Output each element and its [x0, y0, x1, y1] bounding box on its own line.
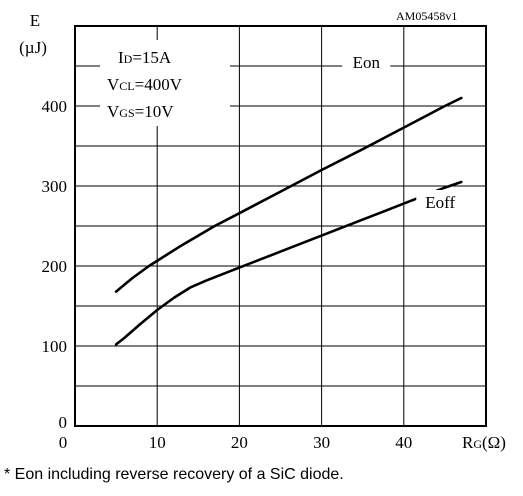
- x-tick-label: 20: [231, 433, 248, 452]
- condition-id: ID=15A: [118, 48, 172, 67]
- series-label-eoff: Eoff: [425, 193, 455, 212]
- series-label-bg: [416, 190, 465, 214]
- y-tick-label: 300: [42, 177, 68, 196]
- y-tick-label: 100: [42, 337, 68, 356]
- y-tick-label: 400: [42, 97, 68, 116]
- figure-id: AM05458v1: [396, 9, 457, 23]
- conditions-box: ID=15A VCL=400V VGS=10V: [100, 40, 230, 126]
- footnote: * Eon including reverse recovery of a Si…: [4, 466, 344, 483]
- x-tick-label: 30: [313, 433, 330, 452]
- y-axis-title-line2: (µJ): [19, 38, 47, 57]
- y-tick-label: 0: [59, 413, 68, 432]
- series-label-eon: Eon: [353, 53, 381, 72]
- condition-vgs: VGS=10V: [107, 102, 174, 121]
- plot-frame: [74, 25, 487, 427]
- y-tick-label: 200: [42, 257, 68, 276]
- condition-vcl: VCL=400V: [107, 75, 183, 94]
- x-tick-label: 40: [395, 433, 412, 452]
- x-tick-label: 10: [149, 433, 166, 452]
- x-axis-title: RG(Ω): [462, 433, 506, 452]
- series-line-eoff: [114, 180, 463, 346]
- x-tick-label: 0: [59, 433, 68, 452]
- data-series: [114, 96, 463, 346]
- series-labels: Eon Eoff: [342, 50, 465, 214]
- series-label-bg: [342, 50, 391, 74]
- series-line-eon: [114, 96, 463, 293]
- y-axis-title-line1: E: [30, 11, 40, 30]
